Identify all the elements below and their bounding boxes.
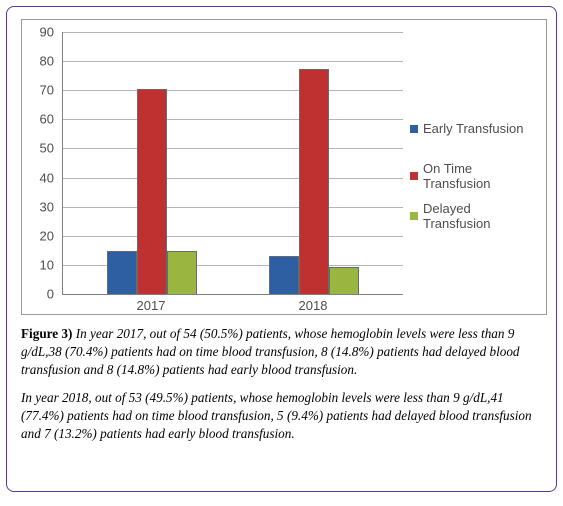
grid-line: [63, 119, 403, 120]
y-tick-label: 10: [24, 257, 54, 272]
y-tick-label: 70: [24, 83, 54, 98]
caption-para-1: In year 2017, out of 54 (50.5%) patients…: [21, 326, 520, 377]
figure-caption: Figure 3) In year 2017, out of 54 (50.5%…: [21, 325, 542, 453]
bar: [299, 69, 329, 294]
y-tick-label: 80: [24, 54, 54, 69]
grid-line: [63, 61, 403, 62]
grid-line: [63, 236, 403, 237]
y-tick-label: 20: [24, 228, 54, 243]
grid-line: [63, 90, 403, 91]
bar: [137, 89, 167, 294]
y-tick-label: 50: [24, 141, 54, 156]
legend-swatch: [410, 125, 418, 133]
y-tick-label: 0: [24, 287, 54, 302]
bar: [329, 267, 359, 294]
bar: [167, 251, 197, 294]
y-tick-label: 60: [24, 112, 54, 127]
chart-canvas: 0 10 20 30 40 50 60 70 80 90 2017 2018 Early Transfu…: [21, 19, 547, 315]
legend-label: Early Transfusion: [423, 121, 523, 136]
grid-line: [63, 148, 403, 149]
figure-label: Figure 3): [21, 326, 72, 341]
legend-swatch: [410, 212, 418, 220]
legend-item: Early Transfusion: [410, 121, 538, 136]
y-tick-label: 30: [24, 199, 54, 214]
legend-item: On Time Transfusion: [410, 161, 538, 191]
grid-line: [63, 32, 403, 33]
grid-line: [63, 178, 403, 179]
y-tick-label: 40: [24, 170, 54, 185]
grid-line: [63, 207, 403, 208]
legend-label: On Time Transfusion: [423, 161, 538, 191]
caption-para-2: In year 2018, out of 53 (49.5%) patients…: [21, 389, 542, 443]
figure-container: 0 10 20 30 40 50 60 70 80 90 2017 2018 Early Transfu…: [6, 6, 557, 492]
x-tick-label: 2018: [268, 298, 358, 313]
x-tick-label: 2017: [106, 298, 196, 313]
legend-swatch: [410, 172, 418, 180]
bar: [269, 256, 299, 294]
legend-item: Delayed Transfusion: [410, 201, 538, 231]
y-tick-label: 90: [24, 25, 54, 40]
plot-area: [62, 32, 403, 295]
bar: [107, 251, 137, 294]
legend-label: Delayed Transfusion: [423, 201, 538, 231]
